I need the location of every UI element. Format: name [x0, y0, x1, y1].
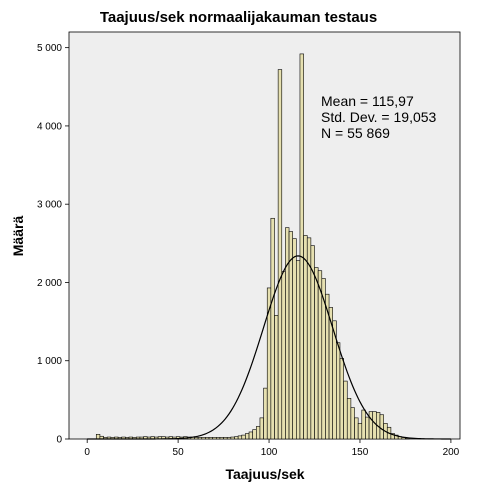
histogram-bar: [343, 380, 348, 440]
histogram-bar: [317, 270, 323, 440]
plot-area: [68, 31, 461, 440]
histogram-bar: [205, 437, 210, 440]
x-tick-label: 200: [443, 447, 460, 458]
histogram-bar: [216, 437, 221, 440]
y-tick-label: 2 000: [37, 278, 62, 289]
x-axis-label: Taajuus/sek: [225, 466, 304, 482]
histogram-bar: [252, 429, 257, 440]
histogram-bar: [339, 358, 344, 440]
histogram-bar: [354, 417, 359, 440]
histogram-bar: [314, 267, 319, 440]
histogram-bar: [248, 431, 253, 440]
stat-std-dev: Std. Dev. = 19,053: [321, 109, 437, 125]
histogram-bar: [234, 436, 239, 440]
y-tick-label: 4 000: [37, 121, 62, 132]
histogram-bar: [256, 426, 261, 440]
histogram-bar: [230, 436, 235, 440]
histogram-bar: [241, 434, 246, 440]
histogram-bar: [281, 271, 286, 440]
histogram-bar: [372, 411, 377, 440]
histogram-bar: [346, 397, 352, 440]
histogram-bar: [285, 227, 290, 440]
histogram-bar: [296, 260, 301, 440]
histogram-bar: [288, 231, 293, 440]
histogram-bar: [226, 437, 232, 440]
histogram-bar: [299, 53, 304, 440]
histogram-bar: [197, 437, 203, 440]
x-tick-label: 150: [352, 447, 369, 458]
chart-title: Taajuus/sek normaalijakauman testaus: [100, 9, 377, 26]
histogram-bar: [219, 437, 224, 440]
histogram-bar: [245, 433, 250, 440]
histogram-bar: [237, 435, 243, 440]
histogram-bar: [201, 437, 206, 440]
y-tick-label: 0: [56, 435, 62, 446]
y-tick-label: 3 000: [37, 200, 62, 211]
histogram-bar: [274, 315, 279, 440]
histogram-bar: [223, 437, 228, 440]
histogram-bar: [350, 407, 355, 440]
histogram-bar: [303, 235, 308, 440]
histogram-bar: [263, 387, 268, 440]
histogram-bar: [212, 437, 217, 440]
x-tick-label: 0: [84, 447, 90, 458]
histogram-bar: [292, 238, 297, 440]
histogram-bar: [194, 437, 199, 440]
histogram-bar: [208, 437, 213, 440]
histogram-bar: [277, 69, 283, 440]
y-axis-label: Määrä: [10, 216, 26, 257]
histogram-bar: [361, 409, 366, 440]
histogram-bar: [365, 416, 370, 440]
y-tick-label: 1 000: [37, 356, 62, 367]
histogram-bar: [259, 417, 264, 440]
histogram-bar: [379, 414, 384, 440]
x-tick-label: 100: [261, 447, 278, 458]
histogram-bar: [368, 411, 374, 440]
stat-n: N = 55 869: [321, 125, 390, 141]
stat-mean: Mean = 115,97: [321, 93, 414, 109]
normal-curve: [87, 255, 451, 440]
axes-layer: 0 50 100 150 200 0 1 000 2 000 3 000 4 000 5 000: [37, 43, 460, 458]
histogram-bar: [357, 423, 363, 440]
y-tick-label: 5 000: [37, 43, 62, 54]
x-tick-label: 50: [173, 447, 185, 458]
histogram-bar: [95, 433, 101, 440]
histogram-bar: [270, 217, 275, 440]
histogram-bar: [336, 342, 341, 440]
